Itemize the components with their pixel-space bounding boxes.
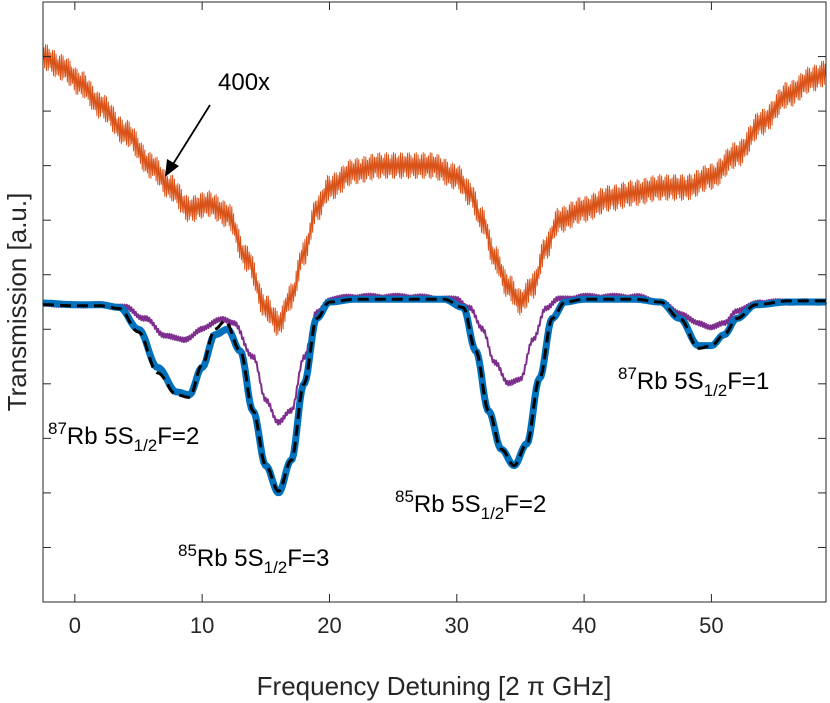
series-line-1 — [42, 292, 827, 426]
x-tick-label-3: 30 — [445, 613, 469, 638]
rb85-f3-main: Rb 5S — [197, 545, 264, 572]
rb85-f2-sub: 1/2 — [481, 504, 505, 523]
x-tick-label-4: 40 — [572, 613, 596, 638]
rb85-f2-main: Rb 5S — [414, 491, 481, 518]
gain-arrow-line — [169, 104, 211, 170]
x-tick-label-5: 50 — [699, 613, 723, 638]
tick-layer: 0 10 20 30 40 50 — [43, 2, 826, 638]
rb85-f3-sub: 1/2 — [264, 558, 288, 577]
rb85-f2-sup: 85 — [395, 487, 414, 506]
rb85-f3-tail: F=3 — [287, 545, 329, 572]
rb87-f2-main: Rb 5S — [67, 423, 134, 450]
rb85-f3-sup: 85 — [178, 541, 197, 560]
rb87-f1-sup: 87 — [618, 364, 637, 383]
x-tick-label-0: 0 — [69, 613, 81, 638]
gain-label: 400x — [218, 69, 270, 96]
rb87-f1-main: Rb 5S — [637, 368, 704, 395]
rb87-f2-sup: 87 — [48, 419, 67, 438]
rb85-f2-tail: F=2 — [504, 491, 546, 518]
x-axis-label: Frequency Detuning [2 π GHz] — [257, 671, 612, 701]
rb87-f2-sub: 1/2 — [134, 436, 158, 455]
label-rb87-f2: 87Rb 5S1/2F=2 — [48, 419, 199, 455]
series-layer — [41, 44, 828, 497]
rb87-f1-sub: 1/2 — [704, 381, 728, 400]
label-rb85-f3: 85Rb 5S1/2F=3 — [178, 541, 329, 577]
rb87-f1-tail: F=1 — [727, 368, 769, 395]
x-tick-label-1: 10 — [190, 613, 214, 638]
gain-annotation: 400x — [165, 69, 270, 177]
gain-arrow-head — [165, 159, 179, 177]
label-rb85-f2: 85Rb 5S1/2F=2 — [395, 487, 546, 523]
x-tick-label-2: 20 — [317, 613, 341, 638]
axes-box — [42, 1, 827, 603]
y-axis-label: Transmission [a.u.] — [2, 193, 32, 412]
label-rb87-f1: 87Rb 5S1/2F=1 — [618, 364, 769, 400]
series-line-3 — [43, 297, 826, 493]
series-line-0 — [42, 44, 827, 336]
rb87-f2-tail: F=2 — [157, 423, 199, 450]
